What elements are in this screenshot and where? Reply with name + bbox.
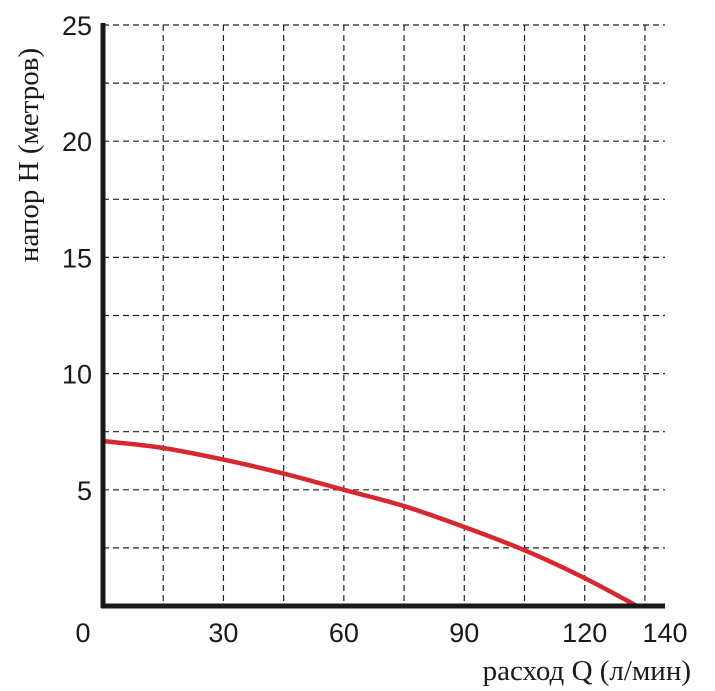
x-tick-label: 60 (329, 618, 359, 648)
y-tick-label: 15 (62, 243, 92, 273)
axis-layer (100, 23, 665, 609)
x-tick-label: 0 (75, 618, 90, 648)
x-tick-label: 120 (562, 618, 607, 648)
series-line-0 (102, 438, 638, 608)
x-tick-label: 90 (449, 618, 479, 648)
tick-label-layer: 0 30 60 90 120 140 5 10 15 20 25 (62, 11, 688, 648)
series-layer (102, 438, 638, 608)
grid-layer (103, 24, 665, 606)
y-tick-label: 5 (77, 476, 92, 506)
x-tick-label: 30 (208, 618, 238, 648)
y-axis-title: напор H (метров) (13, 48, 45, 262)
y-tick-label: 25 (62, 11, 92, 41)
x-tick-label: 140 (642, 618, 687, 648)
y-tick-label: 20 (62, 127, 92, 157)
x-axis-title: расход Q (л/мин) (483, 655, 691, 687)
y-tick-label: 10 (62, 360, 92, 390)
